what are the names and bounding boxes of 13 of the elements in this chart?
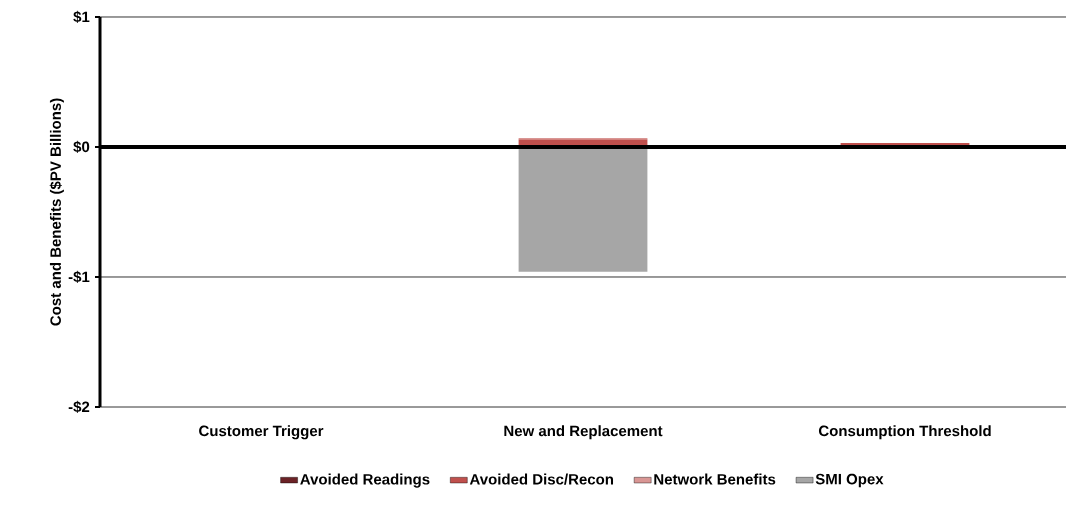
bar bbox=[518, 147, 648, 272]
x-tick-label: Customer Trigger bbox=[199, 425, 324, 440]
y-tick-label: -$2 bbox=[68, 400, 90, 414]
y-axis-title: Cost and Benefits ($PV Billions) bbox=[49, 98, 64, 326]
legend-label: SMI Opex bbox=[815, 473, 884, 488]
x-tick-label: Consumption Threshold bbox=[818, 425, 991, 440]
y-tick-label: -$1 bbox=[68, 270, 90, 284]
legend-label: Network Benefits bbox=[654, 473, 776, 485]
y-tick-label: $1 bbox=[73, 10, 90, 24]
y-tick-label: $0 bbox=[73, 140, 90, 154]
legend-label: Avoided Disc/Recon bbox=[469, 473, 614, 485]
legend-label: Avoided Readings bbox=[300, 473, 430, 488]
x-tick-label: New and Replacement bbox=[504, 425, 663, 440]
